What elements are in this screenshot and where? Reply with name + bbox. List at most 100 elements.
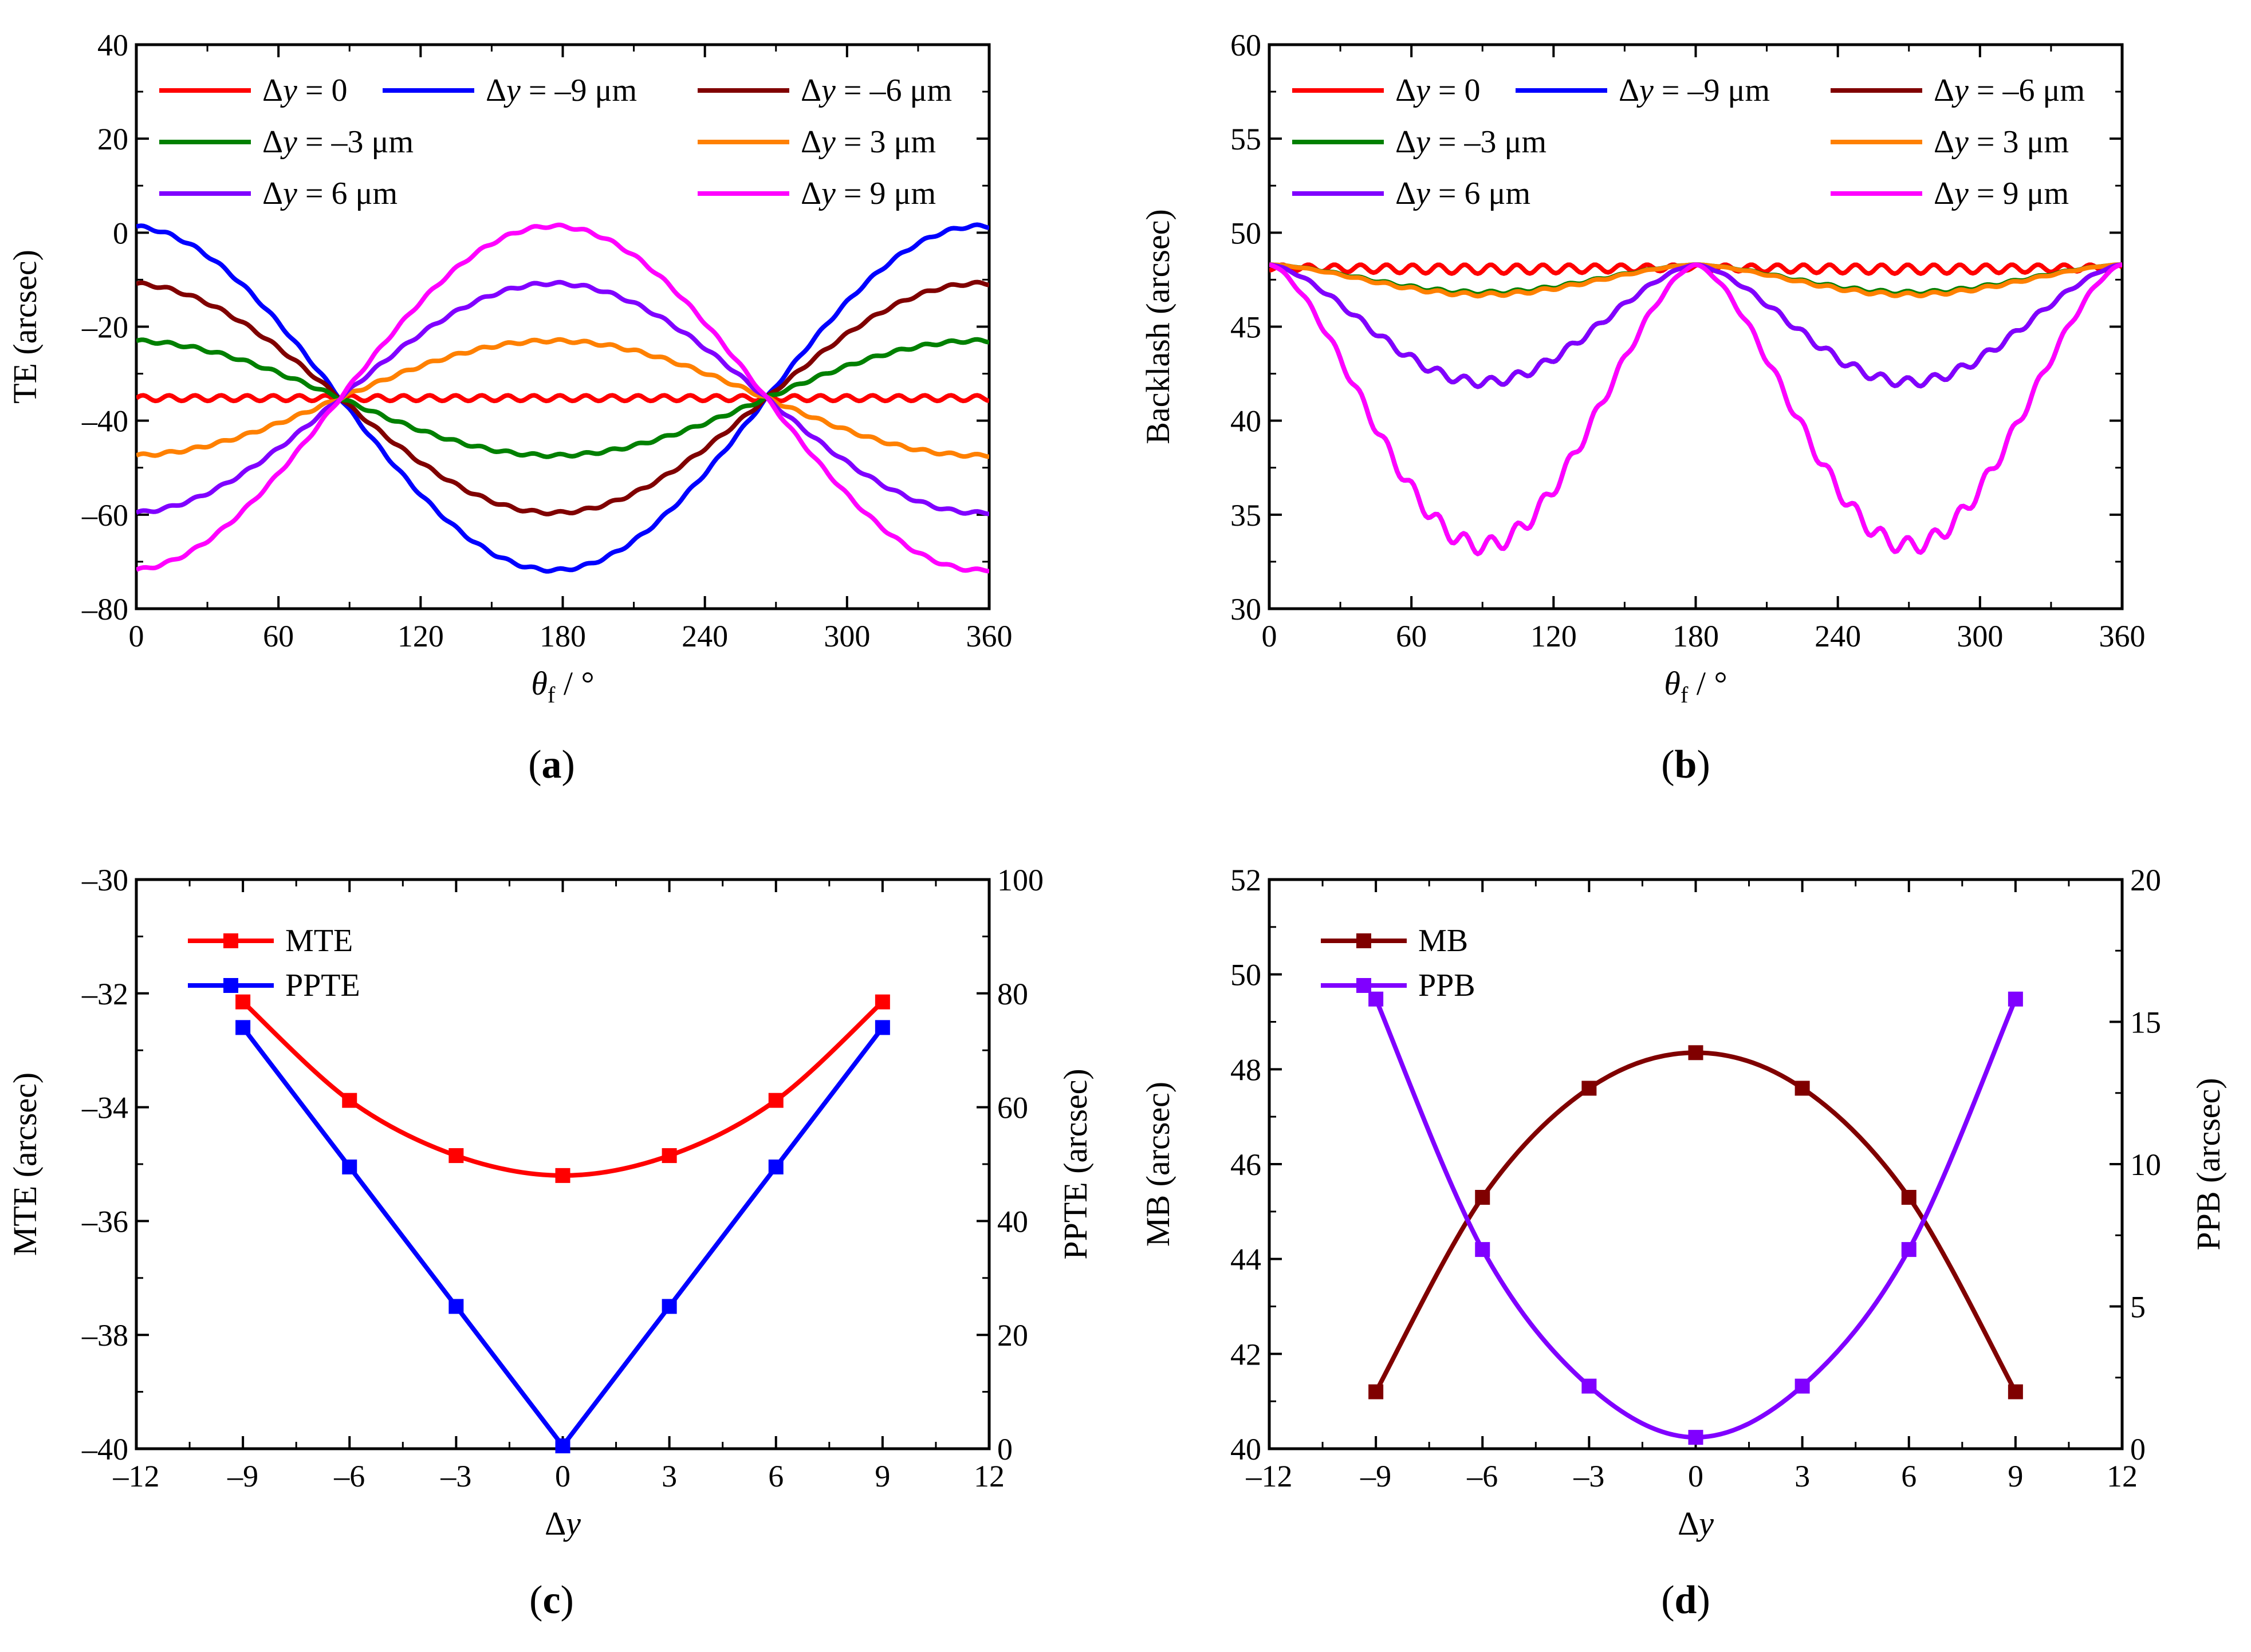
y-tick-label: –32 (81, 977, 128, 1011)
panel-caption: (d) (1661, 1578, 1710, 1622)
y-tick-label: 40 (97, 28, 128, 62)
y-right-tick-label: 5 (2130, 1290, 2146, 1324)
plot-area (136, 222, 989, 574)
x-tick-label: 0 (129, 619, 144, 653)
x-tick-label: –9 (227, 1459, 258, 1493)
series-marker-1 (768, 1159, 784, 1174)
series-marker-0 (1688, 1045, 1703, 1060)
series-marker-1 (1475, 1242, 1490, 1257)
y-axis-title: Backlash (arcsec) (1139, 209, 1176, 444)
x-tick-label: 0 (555, 1459, 570, 1493)
x-tick-label: 60 (1396, 619, 1427, 653)
series-marker-0 (448, 1148, 464, 1164)
x-tick-label: 360 (2099, 619, 2146, 653)
x-tick-label: –6 (1466, 1459, 1498, 1493)
series-marker-0 (768, 1093, 784, 1108)
series-marker-1 (1581, 1378, 1597, 1394)
y-right-tick-label: 20 (997, 1318, 1028, 1353)
series-marker-1 (555, 1438, 570, 1454)
x-tick-label: 3 (1794, 1459, 1810, 1493)
y-tick-label: 40 (1230, 404, 1261, 439)
y-tick-label: 52 (1230, 863, 1261, 897)
panel-caption: (a) (528, 743, 575, 787)
legend-label: Δy = –3 μm (1395, 124, 1546, 160)
x-tick-label: 9 (875, 1459, 890, 1493)
y-tick-label: –40 (81, 404, 128, 439)
y-tick-label: –34 (81, 1091, 128, 1125)
legend-label: Δy = –6 μm (801, 73, 952, 108)
series-marker-1 (448, 1299, 464, 1314)
x-tick-label: 360 (966, 619, 1013, 653)
y-tick-label: –30 (81, 863, 128, 897)
series-marker-1 (1794, 1378, 1810, 1394)
y-tick-label: –80 (81, 592, 128, 626)
x-axis-title: Δy (545, 1505, 581, 1542)
y-tick-label: –38 (81, 1318, 128, 1353)
series-line-1 (136, 222, 989, 574)
x-tick-label: 300 (1957, 619, 2003, 653)
x-tick-label: 12 (2107, 1459, 2138, 1493)
x-tick-label: 300 (824, 619, 870, 653)
y-right-tick-label: 60 (997, 1091, 1028, 1125)
y-axis-right-title: PPTE (arcsec) (1057, 1069, 1094, 1259)
y-right-tick-label: 15 (2130, 1006, 2161, 1040)
y-tick-label: 42 (1230, 1337, 1261, 1371)
legend-marker (1356, 933, 1371, 948)
series-marker-0 (662, 1148, 677, 1164)
series-marker-1 (875, 1020, 890, 1035)
y-right-tick-label: 0 (997, 1432, 1013, 1466)
series-line-1 (1374, 998, 2018, 1440)
series-marker-0 (1475, 1189, 1490, 1205)
series-marker-0 (1368, 1384, 1384, 1399)
legend-label: Δy = 3 μm (1934, 124, 2069, 160)
plot-frame (135, 878, 991, 1450)
series-marker-1 (662, 1299, 677, 1314)
x-tick-label: 240 (1815, 619, 1861, 653)
series-marker-0 (1794, 1081, 1810, 1096)
x-tick-label: 3 (662, 1459, 677, 1493)
y-tick-label: 40 (1230, 1432, 1261, 1466)
series-line-2 (136, 279, 989, 517)
series-line-0 (136, 393, 989, 404)
plot-frame (1268, 878, 2124, 1450)
y-tick-label: 48 (1230, 1052, 1261, 1087)
y-axis-title: MB (arcsec) (1139, 1082, 1176, 1247)
y-tick-label: 30 (1230, 592, 1261, 626)
panel-c: –12 –9 –6 –3 0 3 6 9 12–40–38–36–34–32–300204060… (6, 863, 1094, 1622)
y-tick-label: 50 (1230, 216, 1261, 250)
y-tick-label: 45 (1230, 310, 1261, 345)
x-tick-label: 0 (1688, 1459, 1703, 1493)
y-tick-label: 20 (97, 122, 128, 156)
series-line-5 (1269, 262, 2122, 389)
legend-label: PPB (1418, 968, 1475, 1003)
x-tick-label: 240 (682, 619, 728, 653)
x-tick-label: 120 (1530, 619, 1577, 653)
legend-label: Δy = 0 (262, 73, 347, 108)
series-marker-0 (1901, 1189, 1917, 1205)
series-line-4 (136, 337, 989, 459)
legend-label: Δy = 9 μm (801, 176, 936, 211)
series-line-3 (136, 337, 989, 459)
legend-label: Δy = 0 (1395, 73, 1480, 108)
series-line-2 (1269, 262, 2122, 389)
series-line-6 (136, 222, 989, 574)
series-marker-0 (342, 1093, 357, 1108)
x-tick-label: 9 (2008, 1459, 2023, 1493)
legend-label: Δy = 9 μm (1934, 176, 2069, 211)
legend-label: Δy = 6 μm (1395, 176, 1530, 211)
y-axis-right-title: PPB (arcsec) (2190, 1078, 2227, 1250)
x-tick-label: –3 (440, 1459, 471, 1493)
y-tick-label: 60 (1230, 28, 1261, 62)
y-tick-label: 46 (1230, 1148, 1261, 1182)
y-tick-label: –36 (81, 1204, 128, 1239)
y-tick-label: 0 (113, 216, 128, 250)
legend-marker (1356, 978, 1371, 993)
legend-label: MB (1418, 923, 1468, 959)
x-tick-label: –9 (1360, 1459, 1391, 1493)
series-line-1 (1269, 262, 2122, 557)
series-marker-1 (342, 1159, 357, 1174)
x-tick-label: –6 (333, 1459, 365, 1493)
x-tick-label: 12 (974, 1459, 1005, 1493)
series-marker-0 (875, 994, 890, 1010)
x-axis-title: θf / ° (1664, 665, 1727, 708)
